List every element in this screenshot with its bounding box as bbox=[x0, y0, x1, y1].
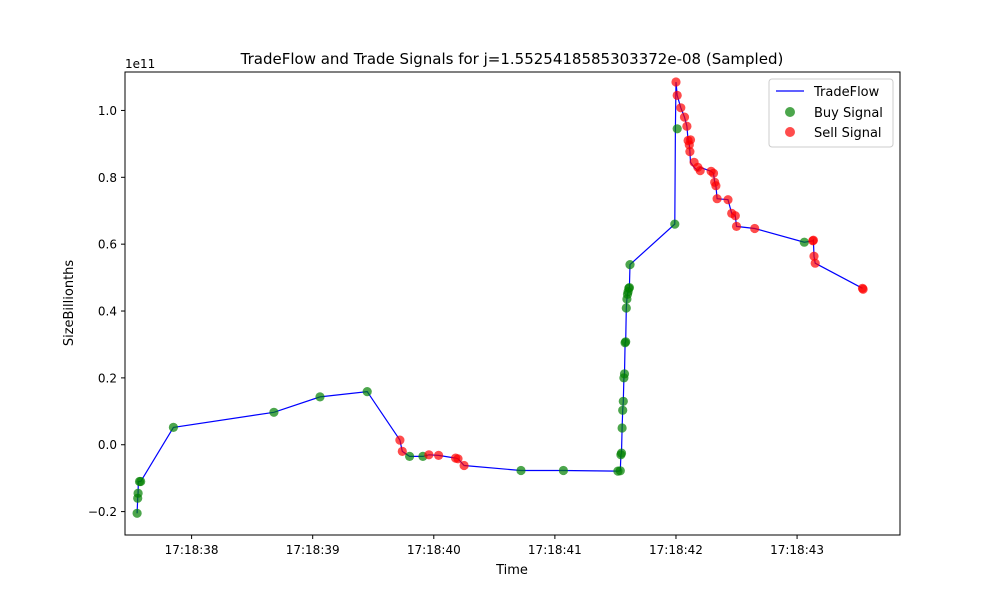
y-axis-ticks: −0.2 0.0 0.2 0.4 0.6 0.8 1.0 bbox=[88, 104, 125, 519]
sell-signal-point bbox=[672, 90, 682, 100]
buy-signal-point bbox=[799, 237, 809, 247]
plot-area bbox=[124, 71, 901, 536]
x-tick-label: 17:18:42 bbox=[649, 543, 703, 557]
y-tick-label: 0.8 bbox=[98, 171, 117, 185]
sell-signal-point bbox=[424, 450, 434, 460]
buy-signal-point bbox=[621, 337, 631, 347]
legend-buy-swatch bbox=[785, 107, 795, 117]
buy-signal-point bbox=[315, 392, 325, 402]
sell-signal-point bbox=[712, 194, 722, 204]
buy-signal-point bbox=[615, 466, 625, 476]
buy-signal-point bbox=[133, 488, 143, 498]
buy-signal-point bbox=[558, 465, 569, 476]
sell-signal-point bbox=[711, 181, 721, 191]
legend-buy-label: Buy Signal bbox=[814, 106, 883, 121]
sell-signal-point bbox=[730, 211, 740, 221]
buy-signal-point bbox=[132, 508, 142, 518]
sell-signal-point bbox=[810, 258, 820, 268]
y-tick-label: −0.2 bbox=[88, 505, 117, 519]
buy-signal-point bbox=[670, 219, 680, 229]
sell-signal-point bbox=[671, 77, 681, 87]
y-tick-label: 1.0 bbox=[98, 104, 117, 118]
y-axis-title: SizeBillionths bbox=[62, 260, 77, 347]
y-tick-label: 0.4 bbox=[98, 305, 117, 319]
buy-signal-point bbox=[168, 422, 178, 432]
x-tick-label: 17:18:43 bbox=[770, 543, 824, 557]
sell-signal-point bbox=[808, 235, 819, 245]
axes-frame bbox=[124, 71, 901, 536]
sell-signal-point bbox=[723, 195, 733, 205]
buy-signal-point bbox=[516, 465, 526, 476]
buy-signal-point bbox=[618, 405, 628, 415]
y-tick-label: 0.2 bbox=[98, 371, 117, 385]
sell-signal-point bbox=[453, 454, 463, 464]
chart-title: TradeFlow and Trade Signals for j=1.5525… bbox=[240, 50, 784, 68]
sell-signal-point bbox=[731, 221, 742, 231]
sell-signal-point bbox=[708, 168, 719, 178]
y-tick-label: 0.6 bbox=[98, 238, 117, 252]
sell-signal-point bbox=[676, 103, 686, 113]
sell-signal-point bbox=[682, 121, 692, 131]
sell-signal-point bbox=[750, 223, 760, 234]
sell-signal-point bbox=[397, 446, 407, 456]
sell-signal-point bbox=[685, 147, 695, 157]
legend-box bbox=[768, 78, 894, 148]
buy-signal-point bbox=[269, 407, 279, 417]
x-tick-label: 17:18:38 bbox=[165, 543, 219, 557]
sell-signal-point bbox=[434, 450, 444, 460]
buy-signal-point bbox=[672, 124, 682, 134]
legend-sell-swatch bbox=[785, 127, 795, 137]
y-axis-offset-label: 1e11 bbox=[125, 57, 155, 71]
buy-signal-point bbox=[405, 451, 415, 461]
x-axis-title: Time bbox=[495, 563, 528, 578]
x-axis-ticks: 17:18:38 17:18:39 17:18:40 17:18:41 17:18:42… bbox=[165, 535, 824, 557]
buy-signal-point bbox=[618, 396, 628, 406]
buy-signal-point bbox=[136, 476, 146, 487]
sell-signal-point bbox=[858, 284, 868, 294]
buy-signal-point bbox=[619, 369, 630, 379]
legend-sell-label: Sell Signal bbox=[814, 126, 882, 141]
series-layer bbox=[132, 77, 868, 518]
buy-signal-point bbox=[362, 387, 372, 397]
legend: TradeFlow Buy Signal Sell Signal bbox=[768, 78, 894, 148]
sell-signal-point bbox=[695, 166, 705, 176]
sell-signal-point bbox=[679, 112, 690, 122]
legend-tradeflow-label: TradeFlow bbox=[813, 85, 880, 100]
tradeflow-line bbox=[136, 81, 863, 514]
sell-signal-point bbox=[809, 251, 819, 261]
buy-signal-point bbox=[625, 260, 635, 270]
sell-signal-point bbox=[685, 135, 696, 145]
sell-signal-point bbox=[459, 460, 469, 471]
buy-signal-point bbox=[617, 423, 627, 433]
buy-signal-point bbox=[621, 303, 631, 313]
x-tick-label: 17:18:41 bbox=[528, 543, 582, 557]
x-tick-label: 17:18:39 bbox=[286, 543, 340, 557]
x-tick-label: 17:18:40 bbox=[407, 543, 461, 557]
buy-signal-point bbox=[616, 448, 627, 458]
sell-signal-point bbox=[395, 435, 405, 445]
buy-signal-point bbox=[624, 283, 635, 293]
y-tick-label: 0.0 bbox=[98, 438, 117, 452]
